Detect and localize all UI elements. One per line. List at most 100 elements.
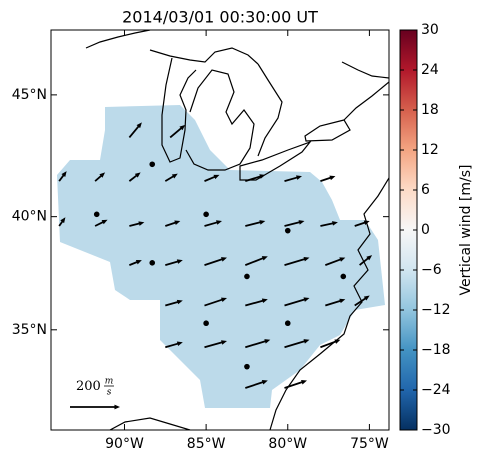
vector-head bbox=[303, 297, 310, 302]
colorbar-label: Vertical wind [m/s] bbox=[458, 165, 474, 296]
vector-head bbox=[334, 339, 341, 344]
station bbox=[149, 161, 156, 168]
colorbar-tick-label: −30 bbox=[421, 422, 451, 438]
vector-shaft bbox=[245, 340, 266, 349]
vector-head bbox=[171, 173, 178, 179]
vector-shaft bbox=[94, 174, 103, 182]
wind-vector bbox=[320, 339, 341, 349]
y-tick-label: 40°N bbox=[12, 209, 47, 225]
wind-vector bbox=[165, 299, 183, 307]
vector-head bbox=[298, 220, 305, 225]
vector-head bbox=[261, 298, 268, 304]
station bbox=[203, 320, 209, 327]
wind-vector bbox=[284, 175, 302, 182]
vector-head bbox=[134, 172, 141, 178]
colorbar: −30 −24 −18 −12 −6 0 6 12 18 24 30 bbox=[399, 22, 451, 438]
vector-head bbox=[176, 299, 183, 305]
vector-head bbox=[179, 124, 186, 131]
station bbox=[244, 273, 250, 280]
wind-vector bbox=[284, 297, 310, 307]
vector-shaft bbox=[204, 298, 223, 307]
vector-head bbox=[363, 295, 370, 301]
wind-vector bbox=[169, 124, 186, 139]
vector-head bbox=[60, 217, 66, 224]
colorbar-tick-label: 6 bbox=[421, 182, 430, 198]
wind-vector bbox=[128, 172, 141, 182]
vector-head bbox=[261, 256, 268, 261]
vector-head bbox=[259, 220, 266, 225]
colorbar-tick-label: −6 bbox=[421, 262, 442, 278]
vector-head bbox=[339, 298, 346, 304]
vector-shaft bbox=[284, 340, 306, 349]
wind-vector bbox=[245, 220, 266, 227]
wind-vector bbox=[320, 175, 336, 182]
vector-head bbox=[261, 380, 268, 385]
wind-vector bbox=[325, 298, 346, 307]
vector-head bbox=[216, 220, 222, 225]
vector-shaft bbox=[204, 341, 223, 349]
vector-head bbox=[136, 122, 142, 129]
vector-head bbox=[303, 339, 310, 344]
wind-vector bbox=[129, 221, 145, 227]
coastline bbox=[343, 81, 389, 121]
wind-vector bbox=[164, 173, 178, 182]
wind-vector bbox=[284, 220, 305, 227]
vector-head bbox=[259, 174, 266, 179]
vector-head bbox=[138, 221, 145, 226]
wind-vector bbox=[58, 217, 66, 227]
vector-shaft bbox=[284, 176, 298, 182]
vector-head bbox=[61, 171, 67, 177]
vector-head bbox=[176, 341, 183, 347]
x-tick-label: 90°W bbox=[105, 436, 144, 452]
vector-shaft bbox=[325, 258, 342, 266]
vector-shaft bbox=[164, 175, 175, 182]
x-tick-label: 75°W bbox=[350, 436, 389, 452]
vector-head bbox=[176, 259, 183, 264]
vector-head bbox=[101, 219, 108, 225]
coastline bbox=[257, 63, 283, 157]
vector-shaft bbox=[245, 221, 261, 227]
vector-head bbox=[296, 175, 302, 180]
vector-shaft bbox=[165, 260, 179, 266]
vector-shaft bbox=[325, 299, 342, 307]
wind-vector bbox=[204, 297, 227, 307]
wind-vector bbox=[284, 380, 307, 389]
wind-vector bbox=[165, 220, 181, 227]
vector-head bbox=[329, 175, 336, 181]
vector-shaft bbox=[128, 174, 138, 182]
wind-vector bbox=[128, 122, 142, 138]
wind-vector bbox=[94, 172, 106, 182]
wind-vector bbox=[70, 404, 120, 410]
y-tick-label: 35°N bbox=[12, 322, 47, 338]
field-region bbox=[57, 105, 385, 408]
wind-vector bbox=[129, 259, 142, 266]
vector-head bbox=[366, 255, 373, 261]
vector-shaft bbox=[58, 220, 64, 227]
x-tick-label: 80°W bbox=[268, 436, 307, 452]
scale-unit-den: s bbox=[107, 388, 112, 398]
vector-shaft bbox=[244, 257, 264, 266]
station bbox=[340, 273, 347, 280]
vector-head bbox=[332, 221, 338, 226]
vector-head bbox=[213, 174, 220, 180]
coastline bbox=[269, 177, 389, 430]
station bbox=[284, 320, 291, 327]
wind-vector bbox=[320, 221, 338, 227]
vector-shaft bbox=[129, 222, 140, 227]
vector-shaft bbox=[354, 297, 367, 307]
vector-head bbox=[99, 172, 106, 178]
x-tick-label: 85°W bbox=[187, 436, 226, 452]
title: 2014/03/01 00:30:00 UT bbox=[122, 8, 318, 27]
vector-shaft bbox=[58, 174, 65, 182]
vector-shaft bbox=[320, 176, 332, 182]
coastline bbox=[239, 140, 312, 181]
vector-head bbox=[303, 256, 310, 262]
coastlines bbox=[85, 30, 389, 430]
wind-vector bbox=[325, 257, 346, 266]
vector-shaft bbox=[359, 257, 369, 266]
wind-vector bbox=[359, 255, 373, 266]
coastline bbox=[85, 30, 151, 49]
vector-shaft bbox=[165, 342, 179, 349]
